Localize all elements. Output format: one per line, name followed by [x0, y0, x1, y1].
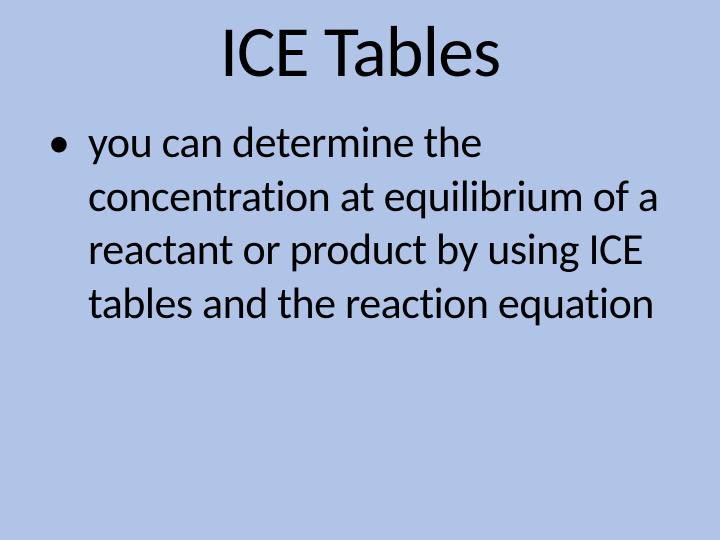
bullet-text: you can determine the concentration at e…	[88, 115, 658, 330]
slide-container: ICE Tables • you can determine the conce…	[0, 0, 720, 540]
bullet-marker: •	[48, 116, 69, 170]
slide-title: ICE Tables	[0, 0, 720, 116]
bullet-list: • you can determine the concentration at…	[0, 116, 720, 331]
list-item: • you can determine the concentration at…	[48, 116, 680, 331]
